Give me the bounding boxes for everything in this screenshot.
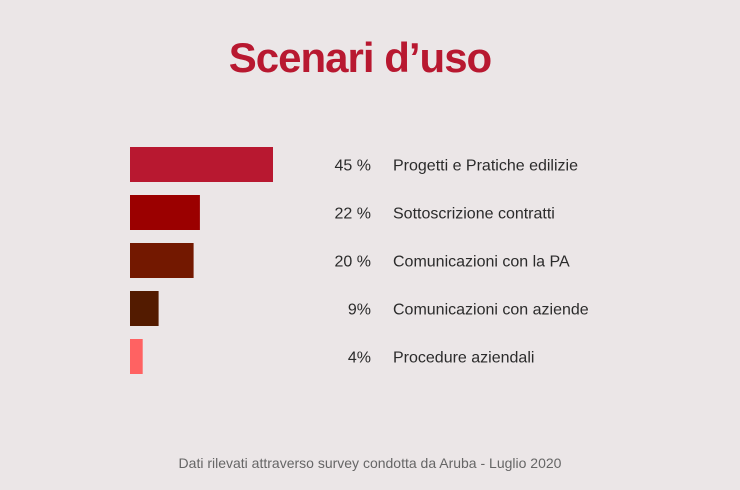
category-label-5: Procedure aziendali: [393, 350, 534, 367]
value-label-4: 9%: [348, 302, 371, 319]
bar-1: [130, 147, 273, 182]
value-label-3: 20 %: [335, 254, 371, 271]
category-label-4: Comunicazioni con aziende: [393, 302, 589, 319]
source-footnote: Dati rilevati attraverso survey condotta…: [178, 455, 562, 471]
bar-2: [130, 195, 200, 230]
category-label-2: Sottoscrizione contratti: [393, 206, 555, 223]
bar-3: [130, 243, 194, 278]
value-label-2: 22 %: [335, 206, 371, 223]
bar-4: [130, 291, 159, 326]
chart-title: Scenari d’uso: [228, 34, 492, 81]
bar-5: [130, 339, 143, 374]
value-label-5: 4%: [348, 350, 371, 367]
value-label-1: 45 %: [335, 158, 371, 175]
category-label-1: Progetti e Pratiche edilizie: [393, 158, 578, 175]
bar-chart: 45 % Progetti e Pratiche edilizie 22 % Sott…: [130, 147, 589, 374]
category-label-3: Comunicazioni con la PA: [393, 254, 570, 271]
